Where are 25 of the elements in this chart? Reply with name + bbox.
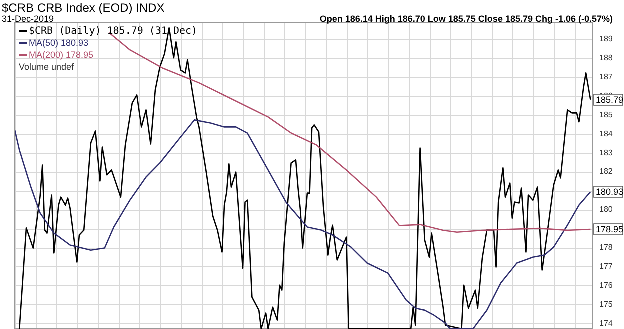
y-tick-label: 184 [600,129,614,138]
line-series [15,120,592,329]
y-tick-label: 180 [600,205,614,214]
y-tick-label: 177 [600,262,614,271]
annotation: Volume undef [19,62,75,72]
legend-label: $CRB (Daily) 185.79 (31 Dec) [29,26,198,37]
chart-subtitle: 31-Dec-2019 [2,14,54,24]
y-tick-label: 182 [600,167,614,176]
annotation: 178.95 [596,224,624,235]
y-tick-label: 189 [600,34,614,44]
y-tick-label: 175 [600,300,614,309]
annotation: 180.93 [596,187,624,198]
legend-label: MA(50) 180.93 [29,38,89,48]
annotation: Open 186.14 High 186.70 Low 185.75 Close 185.79 Chg -1.06 (-0.57%) [320,14,613,24]
y-tick-label: 174 [600,318,614,328]
y-tick-label: 178 [600,243,614,252]
line-series [18,27,592,329]
y-tick-label: 187 [600,72,614,82]
annotation: 185.79 [596,94,624,105]
y-tick-label: 176 [600,280,614,290]
y-tick-label: 185 [600,110,614,120]
legend-label: MA(200) 178.95 [29,50,94,60]
y-tick-label: 188 [600,54,614,63]
chart-title: $CRB CRB Index (EOD) INDX [2,1,165,15]
y-tick-label: 183 [600,148,614,158]
